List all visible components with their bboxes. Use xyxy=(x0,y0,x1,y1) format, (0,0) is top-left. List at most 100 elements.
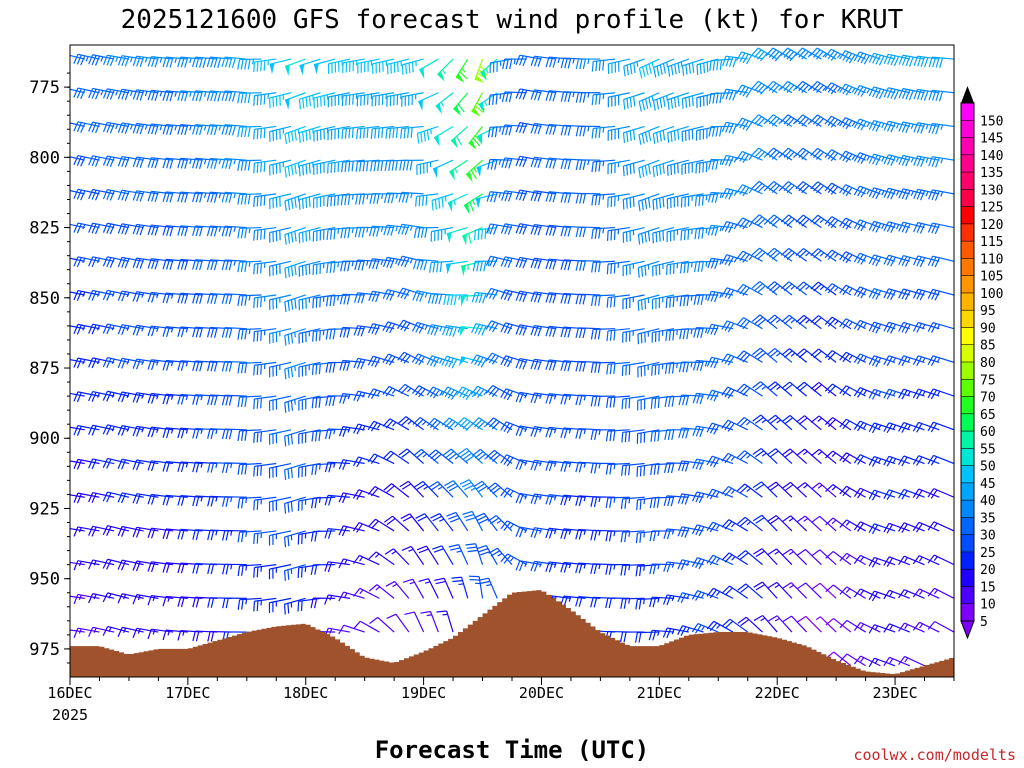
wind-barb xyxy=(928,89,954,102)
wind-barb xyxy=(284,361,306,380)
wind-barb xyxy=(824,48,852,61)
x-tick-label: 19DEC xyxy=(401,684,446,702)
wind-barb xyxy=(237,597,262,610)
wind-barb xyxy=(590,429,616,440)
wind-barb xyxy=(397,223,424,236)
x-tick-label: 17DEC xyxy=(165,684,210,702)
wind-barb xyxy=(590,395,616,407)
wind-barb xyxy=(253,530,277,545)
wind-barb xyxy=(853,219,881,232)
wind-barb xyxy=(707,290,734,303)
wind-barb xyxy=(707,224,734,237)
wind-barb xyxy=(298,226,321,244)
wind-barb xyxy=(352,554,380,566)
wind-barb xyxy=(73,627,100,638)
wind-barb xyxy=(652,260,675,277)
wind-barb xyxy=(781,281,808,296)
wind-barb xyxy=(839,117,866,130)
terrain-area xyxy=(70,590,954,677)
wind-barb xyxy=(898,555,925,566)
wind-barb xyxy=(400,513,425,532)
wind-barb xyxy=(501,124,527,136)
colorbar-swatch xyxy=(961,258,974,276)
colorbar-label: 80 xyxy=(980,356,996,371)
wind-barb xyxy=(575,92,601,103)
wind-barb xyxy=(677,559,704,571)
wind-barb xyxy=(162,123,188,136)
wind-barb xyxy=(693,327,719,339)
wind-barb xyxy=(781,314,808,330)
wind-barb xyxy=(637,294,660,312)
wind-barb xyxy=(70,597,71,599)
wind-barb xyxy=(313,159,336,175)
wind-barb xyxy=(462,510,484,532)
wind-barb xyxy=(339,326,365,338)
wind-barb xyxy=(664,429,689,440)
wind-barb xyxy=(268,294,292,311)
colorbar-swatch xyxy=(961,551,974,570)
wind-barb xyxy=(912,421,940,433)
wind-barb xyxy=(545,359,571,371)
wind-barb xyxy=(70,595,85,599)
wind-barb xyxy=(811,515,837,532)
wind-barb xyxy=(221,259,247,271)
wind-barb xyxy=(284,294,306,313)
wind-barb xyxy=(721,519,749,532)
wind-barb xyxy=(70,462,71,464)
wind-barb xyxy=(500,553,528,566)
wind-barb xyxy=(327,159,351,174)
wind-barb xyxy=(824,316,852,330)
wind-barb xyxy=(222,597,247,609)
wind-barb xyxy=(575,159,601,171)
wind-barb xyxy=(237,429,262,442)
wind-barb xyxy=(341,125,365,140)
wind-barb xyxy=(652,125,675,144)
wind-barb xyxy=(898,321,925,334)
wind-barb xyxy=(102,121,130,134)
wind-barb xyxy=(664,395,689,408)
wind-barb xyxy=(353,423,380,435)
wind-barb xyxy=(620,530,645,543)
wind-barb xyxy=(707,257,734,270)
wind-barb xyxy=(691,524,719,537)
wind-barb xyxy=(480,58,498,81)
wind-barb xyxy=(839,150,866,163)
wind-barb xyxy=(383,483,410,498)
wind-barb xyxy=(883,656,911,667)
wind-barb xyxy=(70,561,85,566)
wind-barb xyxy=(367,323,395,335)
wind-barb xyxy=(868,355,896,368)
wind-barb xyxy=(766,414,793,431)
wind-barb xyxy=(237,260,262,273)
wind-barb xyxy=(883,422,910,434)
wind-barb xyxy=(621,361,645,376)
wind-barb xyxy=(103,54,130,67)
wind-barb xyxy=(898,154,925,167)
wind-barb xyxy=(883,187,910,200)
wind-barb xyxy=(883,489,911,501)
wind-barb xyxy=(465,159,483,183)
wind-barb xyxy=(750,47,778,62)
wind-barb xyxy=(853,655,881,667)
wind-barb xyxy=(411,321,439,334)
wind-barb xyxy=(427,324,454,336)
wind-barb xyxy=(666,193,689,209)
wind-barb xyxy=(253,328,277,342)
wind-barb xyxy=(638,125,660,145)
wind-barb xyxy=(401,92,424,107)
wind-barb xyxy=(284,260,306,279)
wind-barb xyxy=(753,581,778,599)
credit-link[interactable]: coolwx.com/modelts xyxy=(853,746,1016,764)
wind-barb xyxy=(102,491,130,503)
wind-barb xyxy=(397,351,424,364)
wind-barb xyxy=(401,545,425,565)
wind-barb xyxy=(649,530,675,542)
wind-barb xyxy=(651,328,675,343)
wind-barb xyxy=(455,58,469,83)
wind-barb xyxy=(607,125,630,141)
wind-barb xyxy=(622,294,645,310)
wind-barb xyxy=(70,395,71,397)
wind-barb xyxy=(418,92,439,111)
wind-barb xyxy=(795,314,822,330)
wind-barb xyxy=(500,388,527,401)
